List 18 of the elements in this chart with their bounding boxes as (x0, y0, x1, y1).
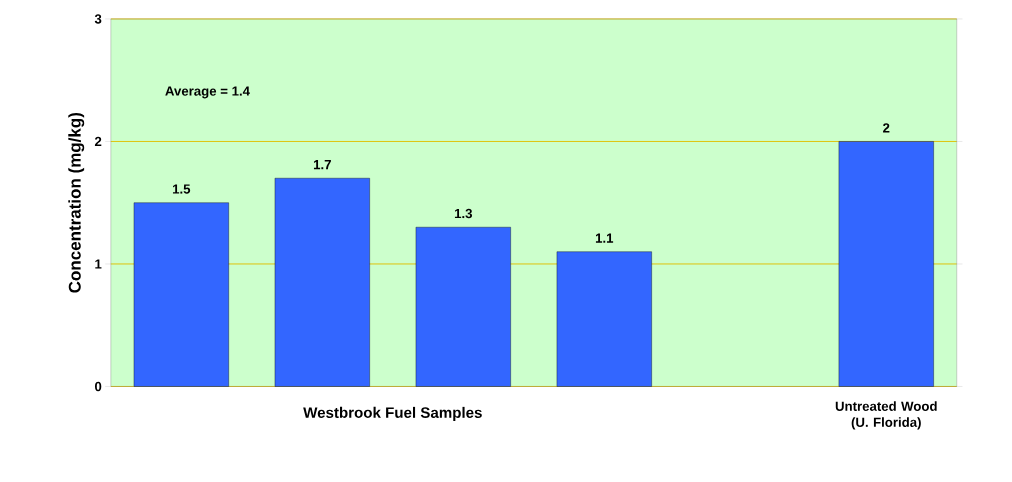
data-label: 1.5 (172, 184, 191, 194)
annotation: Average = 1.4 (165, 86, 250, 99)
x-tick-label: Untreated Wood (U. Florida) (835, 401, 937, 430)
y-tick-label: 0 (94, 381, 102, 392)
bar (133, 202, 229, 387)
data-label: 1.1 (595, 233, 614, 243)
bar (274, 177, 370, 387)
data-label: 2 (883, 123, 890, 133)
x-axis-title: Westbrook Fuel Samples (303, 406, 482, 421)
y-tick-label: 3 (94, 14, 102, 24)
y-axis-title: Concentration (mg/kg) (68, 112, 85, 293)
data-label: 1.3 (454, 208, 473, 219)
data-label: 1.7 (313, 160, 331, 170)
bar (415, 226, 511, 387)
bar (556, 251, 652, 387)
y-tick-label: 2 (94, 136, 102, 146)
bar (838, 141, 934, 387)
y-tick-label: 1 (95, 259, 102, 269)
